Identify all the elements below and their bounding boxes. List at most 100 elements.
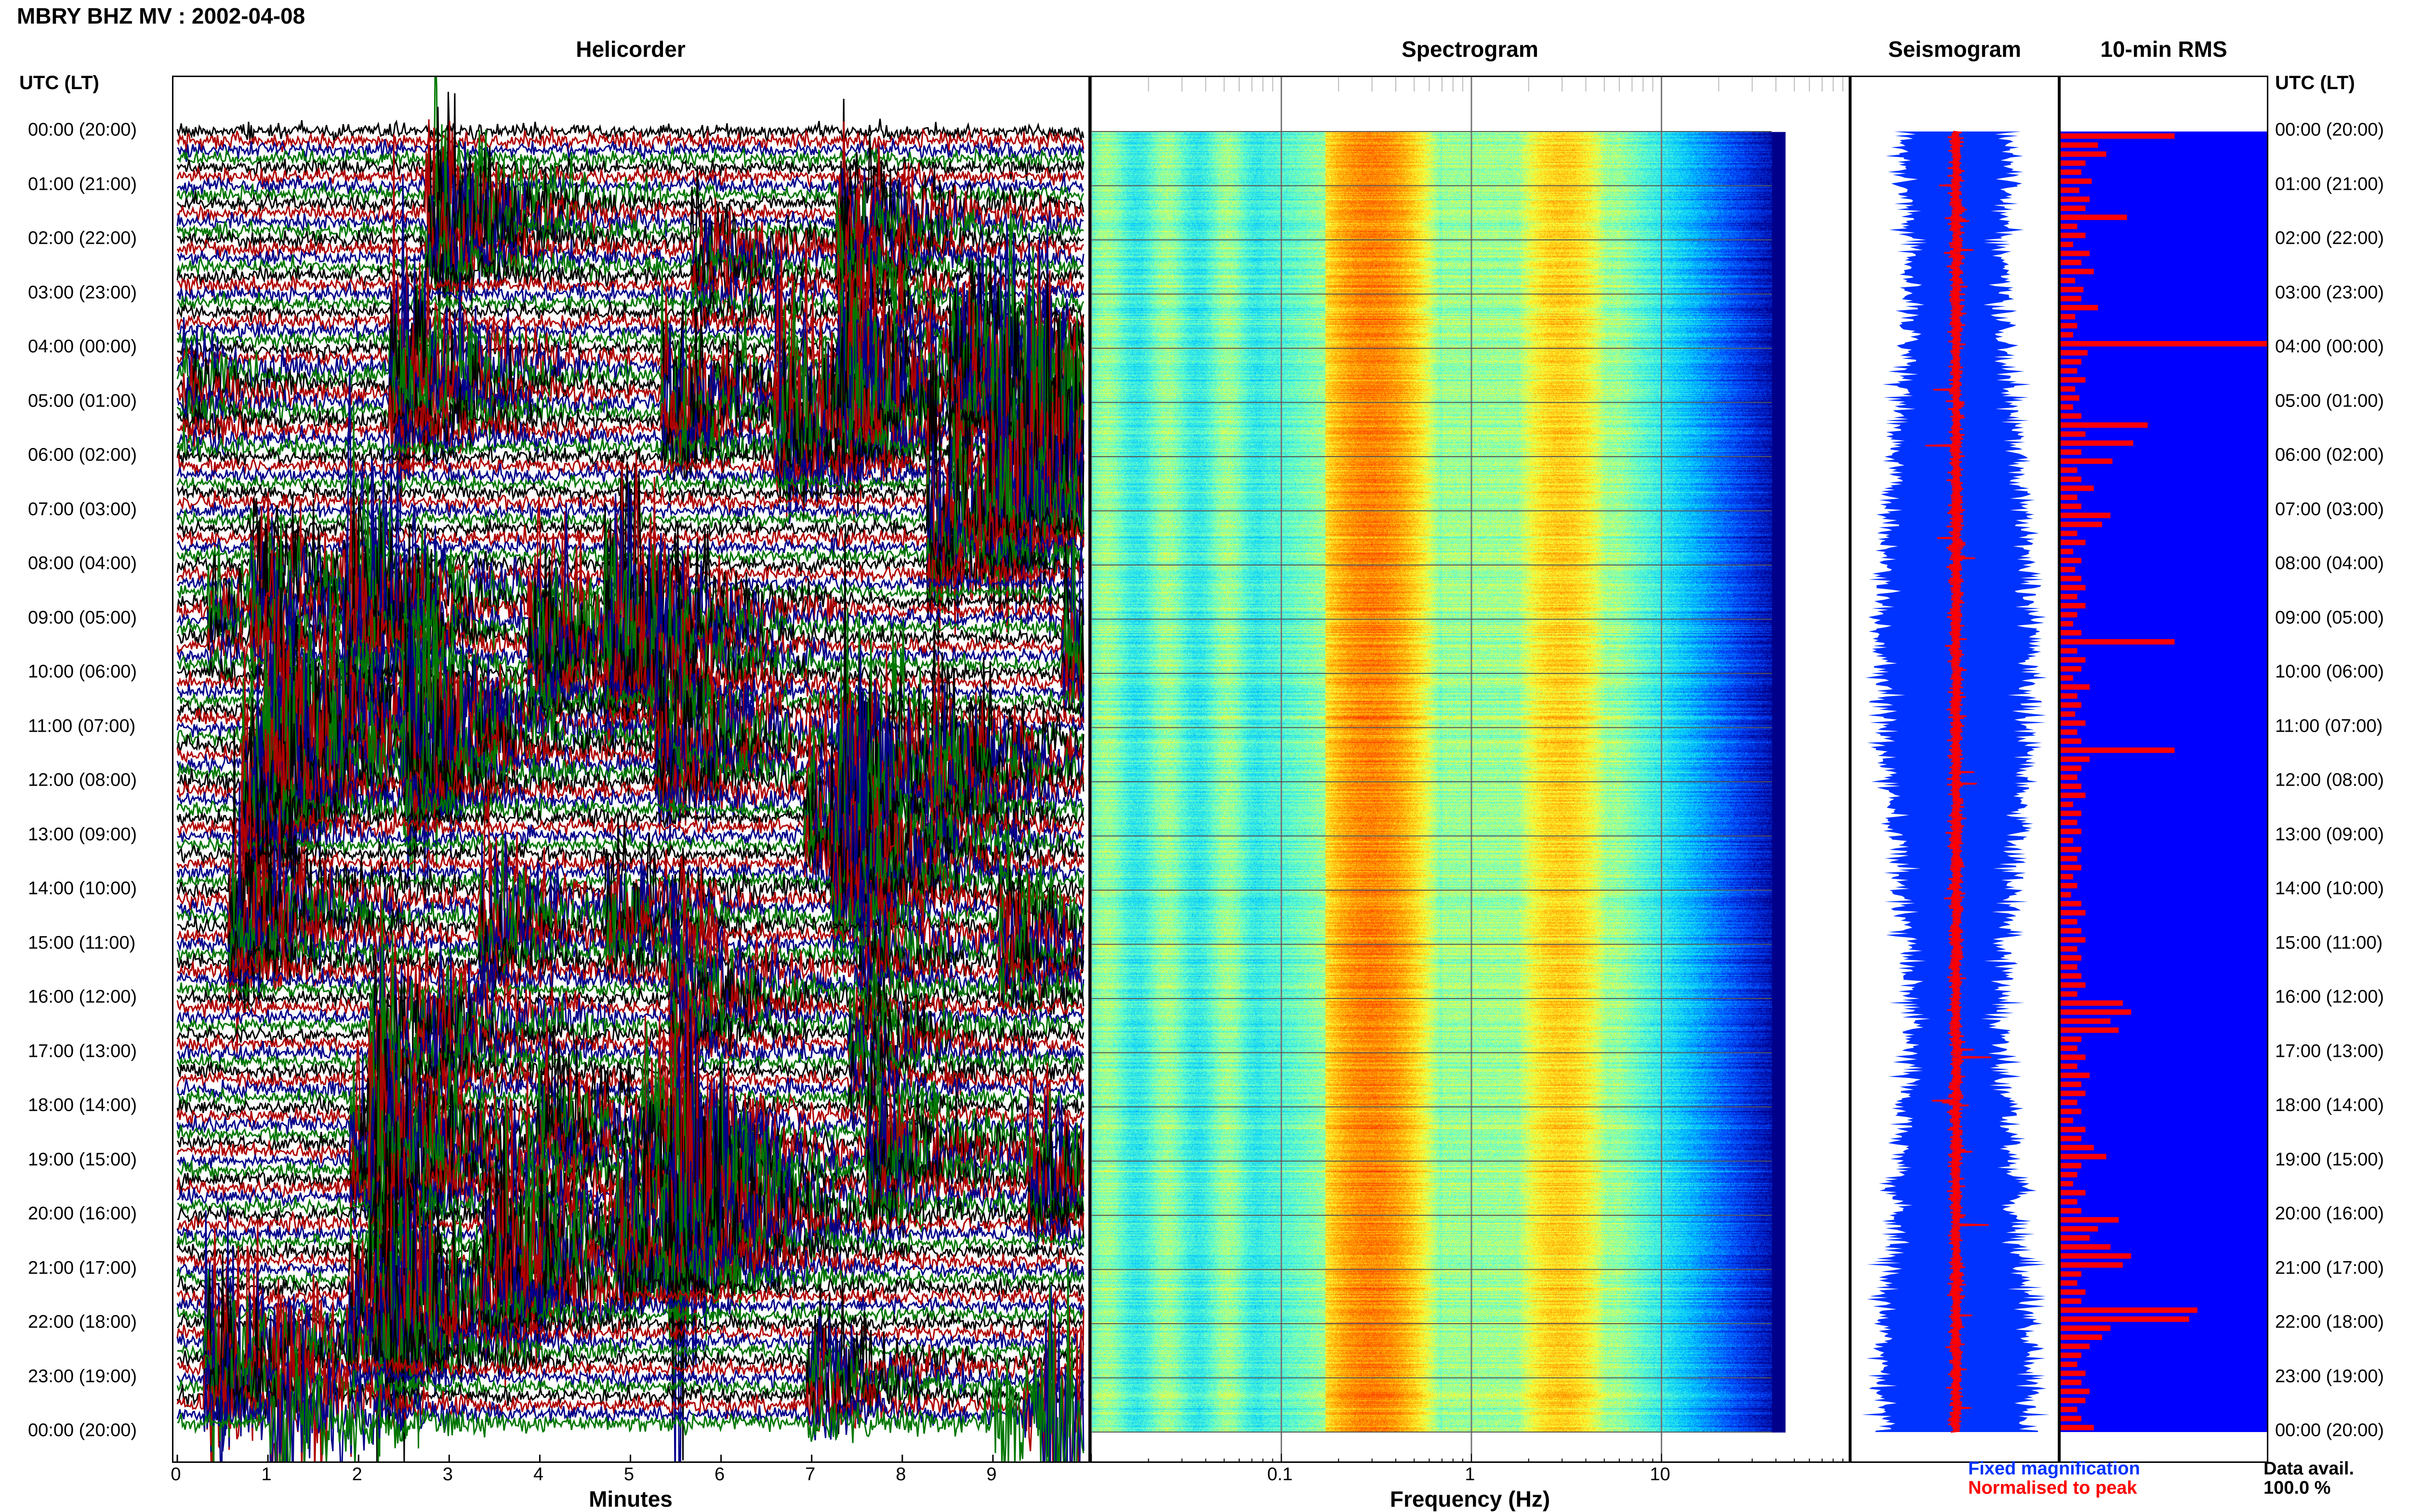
rms-bar: [2061, 332, 2073, 338]
rms-bar: [2061, 702, 2081, 708]
rms-bar: [2061, 1244, 2111, 1250]
left-time-label: 06:00 (02:00): [28, 445, 137, 465]
rms-bar: [2061, 197, 2090, 202]
helicorder-trace-line: [176, 174, 1084, 532]
rms-bar: [2061, 341, 2267, 347]
rms-bar: [2061, 684, 2090, 690]
right-time-label: 06:00 (02:00): [2275, 445, 2384, 465]
rms-bar: [2061, 1154, 2106, 1159]
helicorder-trace-line: [176, 907, 1085, 1004]
rms-bar: [2061, 1325, 2111, 1331]
rms-bar: [2061, 539, 2086, 545]
rms-bar: [2061, 558, 2081, 564]
rms-bar: [2061, 811, 2081, 816]
left-time-label: 19:00 (15:00): [28, 1149, 137, 1170]
rms-bar: [2061, 440, 2133, 446]
rms-bar: [2061, 413, 2081, 419]
rms-bar: [2061, 486, 2094, 491]
left-time-label: 04:00 (00:00): [28, 336, 137, 357]
rms-bar: [2061, 1181, 2073, 1187]
rms-bar: [2061, 1298, 2081, 1304]
helicorder-trace-line: [176, 728, 1085, 976]
right-time-label: 00:00 (20:00): [2275, 1420, 2384, 1441]
rms-bar: [2061, 431, 2086, 437]
rms-bar: [2061, 142, 2098, 148]
helicorder-trace-line: [176, 1206, 1085, 1461]
rms-bar: [2061, 1416, 2081, 1421]
rms-bar: [2061, 1235, 2090, 1241]
helicorder-trace-line: [177, 147, 1085, 172]
helicorder-trace-line: [176, 694, 1085, 995]
rms-bar: [2061, 1389, 2090, 1394]
helicorder-trace-line: [176, 899, 1085, 1306]
helicorder-trace-line: [177, 787, 1085, 879]
helicorder-title: Helicorder: [576, 37, 686, 62]
left-time-label: 02:00 (22:00): [28, 228, 137, 249]
rms-bar: [2061, 847, 2081, 853]
rms-bar: [2061, 666, 2081, 672]
rms-bar: [2061, 350, 2088, 356]
helicorder-trace-line: [176, 1033, 1084, 1119]
helicorder-trace-line: [176, 618, 1085, 761]
rms-bar: [2061, 458, 2113, 464]
rms-bar: [2061, 1045, 2078, 1051]
rms-bar: [2061, 269, 2094, 275]
rms-bar: [2061, 1226, 2098, 1232]
spectrogram-x-tick-label: 1: [1465, 1464, 1475, 1485]
right-time-label: 17:00 (13:00): [2275, 1041, 2384, 1061]
right-time-label: 02:00 (22:00): [2275, 228, 2384, 249]
rms-bar: [2061, 1091, 2086, 1096]
helicorder-trace-line: [176, 172, 1085, 199]
spectrogram-x-tick-label: 10: [1650, 1464, 1670, 1485]
rms-bar: [2061, 675, 2073, 681]
legend-normalised-to-peak: Normalised to peak: [1968, 1478, 2137, 1498]
rms-bar: [2061, 205, 2086, 211]
left-time-label: 15:00 (11:00): [28, 933, 136, 953]
helicorder-x-tick-label: 1: [261, 1464, 272, 1485]
rms-bar: [2061, 187, 2079, 193]
rms-bar: [2061, 1280, 2078, 1286]
rms-bar: [2061, 277, 2076, 284]
right-time-label: 13:00 (09:00): [2275, 824, 2384, 844]
right-time-label: 20:00 (16:00): [2275, 1203, 2384, 1224]
rms-bar: [2061, 1054, 2086, 1060]
rms-bar: [2061, 1064, 2078, 1069]
rms-bar: [2061, 855, 2078, 862]
helicorder-trace-line: [176, 118, 1085, 145]
right-time-label: 11:00 (07:00): [2275, 716, 2383, 736]
helicorder-trace-line: [176, 923, 1085, 1048]
left-time-label: 07:00 (03:00): [28, 499, 137, 519]
helicorder-trace-line: [176, 138, 1085, 162]
rms-bar: [2061, 1208, 2081, 1214]
rms-bar: [2061, 386, 2076, 392]
rms-bar: [2061, 1072, 2090, 1078]
rms-bar: [2061, 169, 2081, 175]
rms-bar: [2061, 991, 2078, 997]
rms-bar: [2061, 513, 2111, 518]
left-time-label: 22:00 (18:00): [28, 1312, 137, 1332]
rms-bar: [2061, 648, 2078, 654]
rms-bar: [2061, 639, 2175, 645]
rms-bar: [2061, 1253, 2131, 1259]
rms-bar: [2061, 621, 2073, 627]
helicorder-panel: [172, 76, 1090, 1463]
rms-bar: [2061, 287, 2084, 292]
right-time-label: 12:00 (08:00): [2275, 770, 2384, 790]
rms-bar: [2061, 476, 2081, 482]
helicorder-trace-line: [176, 956, 1085, 1047]
rms-bar: [2061, 756, 2090, 762]
right-time-label: 21:00 (17:00): [2275, 1258, 2384, 1278]
helicorder-trace-line: [176, 1001, 1085, 1107]
rms-bar: [2061, 377, 2086, 383]
helicorder-x-tick-label: 9: [986, 1464, 997, 1485]
seismogram-white-margin: [1852, 131, 1931, 1432]
rms-bar: [2061, 910, 2086, 916]
rms-bar: [2061, 1334, 2102, 1340]
left-time-label: 08:00 (04:00): [28, 553, 137, 574]
rms-bar: [2061, 720, 2086, 726]
rms-bar: [2061, 603, 2086, 609]
rms-bar: [2061, 783, 2081, 789]
helicorder-trace-line: [176, 162, 1085, 190]
rms-bar: [2061, 838, 2073, 843]
rms-bar: [2061, 1027, 2119, 1033]
